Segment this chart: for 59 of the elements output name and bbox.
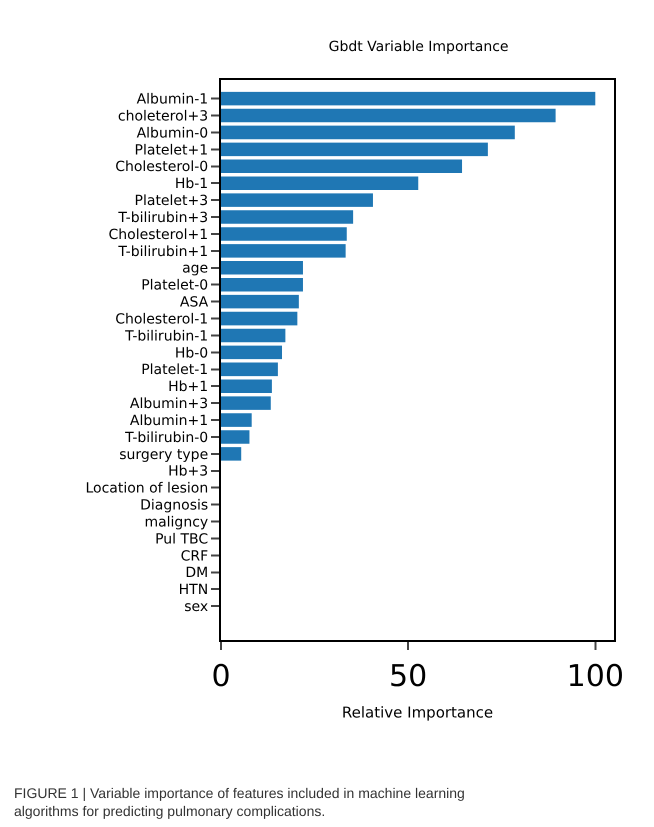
bar [221, 92, 596, 106]
y-tick-label: maligncy [144, 514, 208, 530]
bar [221, 413, 252, 427]
bar [221, 210, 354, 224]
y-tick-label: Location of lesion [85, 480, 208, 497]
y-tick-label: Hb-0 [174, 345, 208, 362]
y-tick-label: Platelet-1 [141, 362, 208, 378]
y-tick-label: Diagnosis [140, 498, 208, 514]
bar [221, 346, 282, 360]
caption: FIGURE 1 | Variable importance of features included in machine learning algorithms for predicting pulmonary complications. [14, 785, 465, 820]
bar [221, 396, 271, 410]
y-tick-label: ASA [180, 294, 209, 311]
bar [221, 328, 286, 342]
bar [221, 379, 272, 393]
y-tick-label: Platelet+1 [134, 142, 208, 158]
y-tick-label: Cholesterol+1 [108, 226, 208, 243]
x-tick-label: 0 [211, 659, 231, 694]
bar [221, 278, 303, 292]
bar [221, 176, 418, 190]
y-tick-label: Hb+1 [168, 379, 208, 396]
y-tick-label: T-bilirubin-0 [124, 430, 208, 446]
bar [221, 294, 299, 308]
bar [221, 430, 250, 444]
y-tick-label: T-bilirubin+3 [117, 210, 208, 226]
y-tick-label: DM [185, 565, 208, 582]
y-tick-label: Albumin+3 [130, 396, 208, 412]
bar [221, 362, 278, 376]
bar [221, 244, 346, 258]
y-tick-label: T-bilirubin-1 [124, 328, 208, 344]
bar [221, 227, 347, 241]
bar [221, 160, 462, 174]
y-tick-label: sex [184, 599, 208, 616]
y-tick-label: Platelet-0 [141, 278, 208, 294]
y-tick-label: Hb-1 [174, 176, 208, 192]
bar [221, 126, 515, 140]
bar [221, 142, 488, 156]
y-tick-label: Albumin-0 [136, 125, 208, 142]
y-tick-label: age [182, 260, 208, 277]
bar [221, 108, 556, 122]
y-tick-label: Albumin+1 [130, 412, 208, 429]
bar [221, 447, 242, 461]
y-tick-label: choleterol+3 [118, 108, 208, 124]
y-tick-label: T-bilirubin+1 [117, 244, 208, 260]
y-tick-label: Platelet+3 [134, 193, 208, 210]
bar [221, 193, 373, 207]
y-tick-label: surgery type [119, 446, 208, 463]
bar [221, 312, 298, 326]
y-tick-label: Hb+3 [168, 464, 208, 480]
x-tick-label: 50 [389, 659, 428, 694]
bar [221, 261, 303, 275]
x-tick-label: 100 [566, 659, 624, 694]
y-tick-label: Albumin-1 [136, 92, 208, 108]
y-tick-label: Cholesterol-1 [115, 311, 208, 328]
chart-title: Gbdt Variable Importance [328, 39, 509, 56]
y-tick-label: HTN [178, 582, 208, 598]
y-tick-label: Cholesterol-0 [115, 159, 208, 176]
y-tick-label: Pul TBC [155, 531, 208, 548]
x-axis-title: Relative Importance [342, 704, 494, 722]
y-tick-label: CRF [180, 548, 208, 564]
